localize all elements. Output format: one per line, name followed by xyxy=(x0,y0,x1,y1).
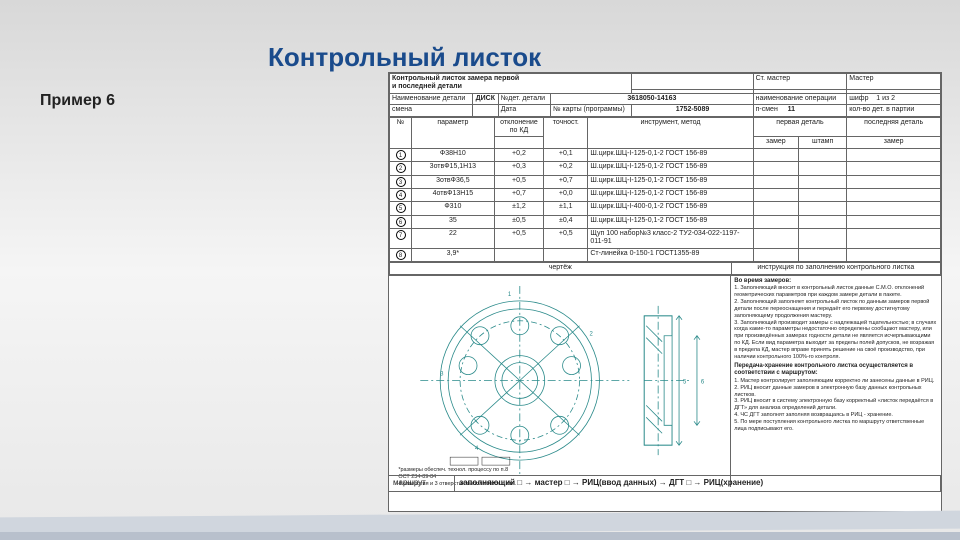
sheet-footer-blank xyxy=(389,491,941,511)
header-table: Контрольный листок замера первой и после… xyxy=(389,73,941,117)
instr-h2: Передача-хранение контрольного листка ос… xyxy=(734,363,938,378)
sheet-value: 1 из 2 xyxy=(876,95,895,102)
instr-p7: 4. ЧС ДГТ заполнят заполняя возвращаясь … xyxy=(734,412,938,419)
technical-drawing: 5 6 1 3 2 4 *размеры обеспеч. технол. пр… xyxy=(389,276,730,487)
drawing-area: 5 6 1 3 2 4 *размеры обеспеч. технол. пр… xyxy=(389,275,941,487)
sheet-title-2: и последней детали xyxy=(392,83,462,90)
tr-label: п-смен xyxy=(756,106,778,113)
table-row: 23отвФ15,1Н13+0,3+0,2Ш.цирк.ШЦ-I-125-0,1… xyxy=(390,162,941,175)
th-first-a: замер xyxy=(753,137,798,148)
th-method: инструмент, метод xyxy=(588,117,753,148)
col-master: Мастер xyxy=(847,74,941,90)
th-first-b: штамп xyxy=(799,137,847,148)
svg-text:2: 2 xyxy=(589,331,593,337)
control-sheet: Контрольный листок замера первой и после… xyxy=(388,72,942,512)
instr-p1: 1. Заполняющий вносит в контрольный лист… xyxy=(734,285,938,299)
instr-p2: 2. Заполняющий заполняет контрольный лис… xyxy=(734,299,938,320)
route-row: маршрут заполняющий □ → мастер □ → РИЦ(в… xyxy=(389,475,941,491)
route-text: заполняющий □ → мастер □ → РИЦ(ввод данн… xyxy=(455,476,941,491)
th-param: параметр xyxy=(412,117,495,148)
svg-text:1: 1 xyxy=(508,292,512,298)
shift-label: смена xyxy=(390,105,473,116)
parameter-table: № параметр отклонение по КД точност. инс… xyxy=(389,117,941,263)
name-detail-value: ДИСК xyxy=(472,93,498,104)
date-label: Дата xyxy=(498,105,550,116)
instructions-panel: Во время замеров: 1. Заполняющий вносит … xyxy=(731,276,941,487)
mid-right: инструкция по заполнению контрольного ли… xyxy=(731,263,940,274)
th-acc: точност. xyxy=(544,117,588,148)
sheet-label: шифр xyxy=(849,95,868,102)
mid-bar: чертёж инструкция по заполнению контроль… xyxy=(389,262,941,274)
instr-p6: 3. РИЦ вносит в систему электронную базу… xyxy=(734,398,938,412)
col-end: кол-во дет. в партии xyxy=(847,105,941,116)
slide-footer-decoration xyxy=(0,510,960,540)
table-row: 635±0,5±0,4Ш.цирк.ШЦ-I-125-0,1-2 ГОСТ 15… xyxy=(390,215,941,228)
th-tol: отклонение по КД xyxy=(494,117,544,137)
slide-subtitle: Пример 6 xyxy=(40,92,115,110)
ndetail-value: 3618050-14163 xyxy=(551,93,754,104)
table-row: 44отвФ13Н15+0,7+0,0Ш.цирк.ШЦ-I-125-0,1-2… xyxy=(390,188,941,201)
svg-text:3: 3 xyxy=(440,371,444,377)
sheet-title-1: Контрольный листок замера первой xyxy=(392,75,519,82)
slide-title: Контрольный листок xyxy=(268,42,541,73)
nk-label: № карты (программы) xyxy=(551,105,632,116)
instr-p3: 3. Заполняющий производит замеры с надле… xyxy=(734,320,938,361)
instr-p8: 5. По мере поступления контрольного лист… xyxy=(734,419,938,433)
draw-note-1: *размеры обеспеч. технол. процессу по п.… xyxy=(398,467,508,473)
instr-p4: 1. Мастер контролирует заполняющим корре… xyxy=(734,378,938,385)
ndetail-label: №дет. детали xyxy=(498,93,550,104)
tr-value: 11 xyxy=(788,106,795,113)
svg-text:4: 4 xyxy=(475,446,479,452)
table-row: 33отвФ36,5+0,5+0,7Ш.цирк.ШЦ-I-125-0,1-2 … xyxy=(390,175,941,188)
col-stmaster: Ст. мастер xyxy=(753,74,847,90)
table-row: 5Ф310±1,2±1,1Ш.цирк.ШЦ-I-400-0,1-2 ГОСТ … xyxy=(390,202,941,215)
mid-label: чертёж xyxy=(390,263,732,274)
nk-value: 1752-5089 xyxy=(632,105,753,116)
table-row: 1Ф38Н10+0,2+0,1Ш.цирк.ШЦ-I-125-0,1-2 ГОС… xyxy=(390,148,941,161)
svg-text:6: 6 xyxy=(701,379,705,385)
name-detail-label: Наименование детали xyxy=(390,93,473,104)
table-row: 722+0,5+0,5Щуп 100 набор№3 класс-2 ТУ2-0… xyxy=(390,229,941,249)
route-label: маршрут xyxy=(389,476,455,491)
instr-p5: 2. РИЦ вносит данные замеров в электронн… xyxy=(734,385,938,399)
th-last: последняя деталь xyxy=(847,117,941,137)
th-first: первая деталь xyxy=(753,117,847,137)
svg-text:5: 5 xyxy=(683,379,687,385)
th-last-a: замер xyxy=(847,137,941,148)
th-num: № xyxy=(390,117,412,148)
naim-op: наименование операции xyxy=(756,95,836,102)
table-row: 83,9*Ст-линейка 0-150-1 ГОСТ1355-89 xyxy=(390,248,941,261)
drawing-canvas: 5 6 1 3 2 4 *размеры обеспеч. технол. пр… xyxy=(389,276,731,487)
